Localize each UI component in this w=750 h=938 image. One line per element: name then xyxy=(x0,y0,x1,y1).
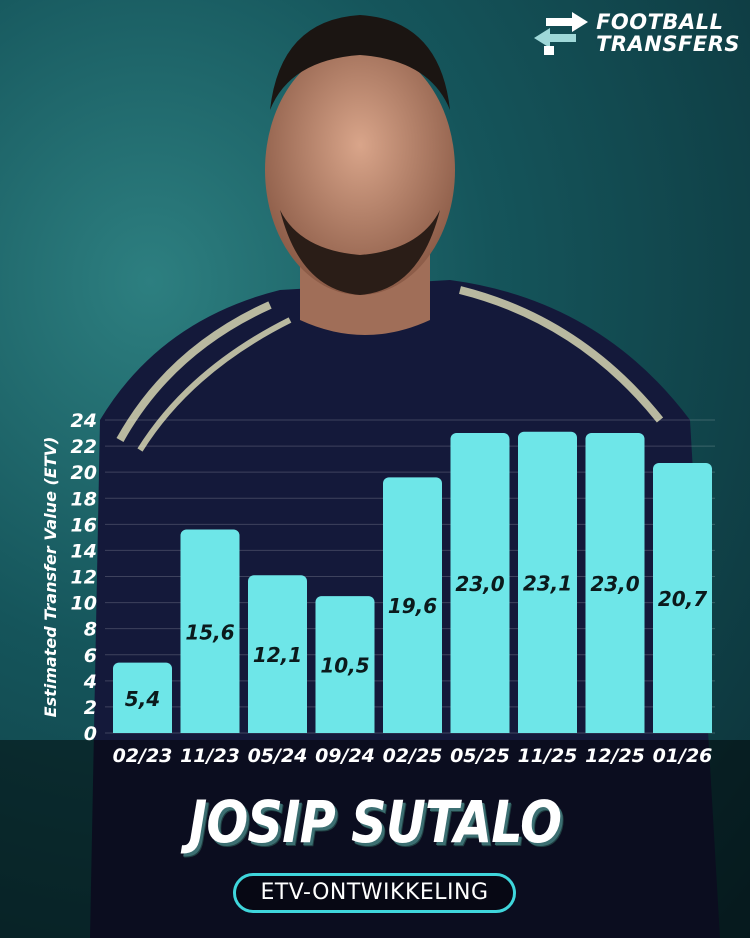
bar-value-label: 10,5 xyxy=(320,654,369,678)
x-tick-label: 12/25 xyxy=(585,745,645,767)
y-tick-label: 10 xyxy=(71,593,97,615)
bar-base xyxy=(585,725,645,733)
y-tick-label: 20 xyxy=(71,462,97,484)
y-tick-label: 24 xyxy=(71,410,97,432)
brand-logo: FOOTBALL TRANSFERS xyxy=(532,10,740,56)
bar-base xyxy=(113,725,172,733)
bar-base xyxy=(518,725,577,733)
bar-base xyxy=(248,725,307,733)
subtitle-pill: ETV-ONTWIKKELING xyxy=(233,873,516,913)
brand-line1: FOOTBALL xyxy=(596,10,724,34)
bar-value-label: 15,6 xyxy=(185,620,234,644)
x-tick-label: 01/26 xyxy=(653,745,713,767)
bar xyxy=(518,431,577,733)
bar-base xyxy=(383,725,442,733)
bar xyxy=(113,662,172,733)
y-tick-label: 4 xyxy=(83,671,97,693)
y-axis-label: Estimated Transfer Value (ETV) xyxy=(41,437,60,718)
y-tick-label: 18 xyxy=(71,488,97,510)
y-tick-label: 12 xyxy=(71,567,97,589)
player-name: JOSIP SUTALO xyxy=(188,788,562,856)
y-tick-label: 6 xyxy=(84,645,97,667)
bar xyxy=(450,433,510,733)
bar xyxy=(180,529,240,733)
bar-base xyxy=(450,725,510,733)
brand-line2: TRANSFERS xyxy=(596,32,740,56)
bar-value-label: 5,4 xyxy=(125,687,160,711)
x-tick-label: 11/25 xyxy=(518,745,578,767)
y-tick-label: 14 xyxy=(71,540,97,562)
bar-value-label: 12,1 xyxy=(253,643,302,667)
x-tick-label: 05/24 xyxy=(248,745,308,767)
x-tick-label: 02/25 xyxy=(383,745,443,767)
bar xyxy=(383,477,442,733)
bar xyxy=(653,463,712,733)
y-tick-label: 2 xyxy=(84,697,97,719)
bar-value-label: 23,0 xyxy=(590,572,639,596)
bar-base xyxy=(653,725,712,733)
x-tick-label: 05/25 xyxy=(450,745,510,767)
y-tick-label: 22 xyxy=(71,436,97,458)
bar xyxy=(248,575,307,733)
x-tick-label: 02/23 xyxy=(113,745,173,767)
y-tick-label: 8 xyxy=(84,619,97,641)
bar-base xyxy=(315,725,375,733)
x-tick-label: 11/23 xyxy=(180,745,240,767)
bar xyxy=(585,433,645,733)
y-tick-label: 16 xyxy=(71,514,97,536)
bar-base xyxy=(180,725,240,733)
bar-value-label: 20,7 xyxy=(658,587,707,611)
transfer-arrows-icon xyxy=(534,12,589,55)
bar-value-label: 19,6 xyxy=(388,594,437,618)
bar-value-label: 23,0 xyxy=(455,572,504,596)
bar-value-label: 23,1 xyxy=(523,571,572,595)
x-tick-label: 09/24 xyxy=(315,745,375,767)
bar xyxy=(315,596,375,733)
y-tick-label: 0 xyxy=(84,723,97,745)
